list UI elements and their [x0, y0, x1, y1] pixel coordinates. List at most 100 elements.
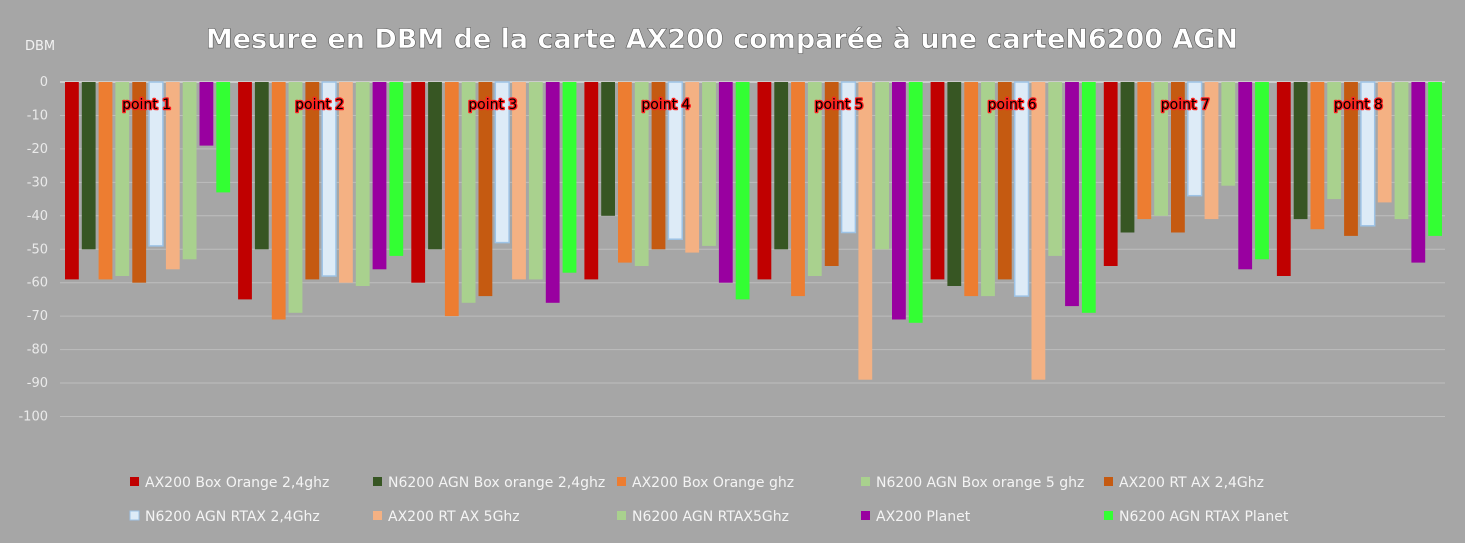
chart-title: Mesure en DBM de la carte AX200 comparée… [206, 24, 1238, 55]
bar [372, 82, 387, 270]
bar [1065, 82, 1079, 307]
bar [199, 82, 214, 146]
bar [1428, 82, 1442, 236]
bar [1344, 82, 1358, 236]
bar [634, 82, 649, 266]
bar [997, 82, 1012, 280]
legend-label: N6200 AGN Box orange 5 ghz [876, 475, 1084, 491]
bar [1360, 81, 1376, 227]
bar [478, 82, 493, 297]
bar [1013, 81, 1030, 297]
bar [165, 82, 180, 270]
legend-swatch [129, 510, 140, 521]
bar [65, 82, 79, 280]
y-tick-label: -20 [27, 142, 48, 157]
bar [1411, 82, 1426, 263]
bar [1137, 82, 1152, 220]
legend-swatch [1104, 511, 1113, 520]
bar [562, 82, 577, 273]
legend-label: N6200 AGN RTAX Planet [1119, 509, 1289, 525]
legend-label: N6200 AGN RTAX5Ghz [632, 509, 789, 525]
bar [840, 81, 857, 234]
bar [858, 82, 873, 380]
bar [1031, 82, 1046, 380]
bar [148, 81, 164, 247]
bar [685, 82, 700, 253]
y-tick-label: -60 [27, 276, 48, 291]
bar [1187, 81, 1203, 197]
legend-label: N6200 AGN Box orange 2,4ghz [388, 475, 605, 491]
bar [964, 82, 979, 297]
y-tick-label: -50 [27, 242, 48, 257]
bar [1221, 82, 1236, 186]
y-tick-label: 0 [40, 75, 48, 90]
bar [305, 82, 320, 280]
bar [115, 82, 130, 276]
bar [735, 82, 750, 300]
bar [1171, 82, 1185, 233]
category-labels: point 1 point 2 point 3 point 4 point 5 point… [121, 96, 1384, 115]
bar [667, 81, 683, 240]
bar [81, 82, 96, 250]
category-label: point 7 [1161, 97, 1210, 113]
legend-label: AX200 RT AX 5Ghz [388, 509, 520, 525]
bar [1120, 82, 1135, 233]
y-tick-label: -30 [27, 175, 48, 190]
legend-swatch [617, 477, 626, 486]
bar [512, 82, 526, 280]
bar [718, 82, 733, 283]
bar [1103, 82, 1118, 266]
bar [584, 82, 599, 280]
bar [774, 82, 789, 250]
bar [216, 82, 231, 193]
bar [1276, 82, 1291, 276]
category-label: point 4 [641, 97, 690, 113]
bar [824, 82, 839, 266]
y-tick-label: -40 [27, 209, 48, 224]
bar [254, 82, 269, 250]
legend-label: AX200 Box Orange ghz [632, 475, 794, 491]
bar [1255, 82, 1269, 260]
bar [875, 82, 889, 250]
bar [807, 82, 822, 276]
bar [1048, 82, 1063, 256]
bar [1327, 82, 1342, 200]
bar [411, 82, 426, 283]
category-label: point 3 [468, 97, 517, 113]
bar [702, 82, 716, 246]
y-tick-label: -10 [27, 108, 48, 123]
bar [1394, 82, 1409, 220]
bar [1081, 82, 1096, 313]
bar [1154, 82, 1168, 216]
bar [494, 81, 510, 244]
bar [1377, 82, 1392, 203]
legend-label: AX200 Planet [876, 509, 971, 525]
category-label: point 6 [988, 97, 1037, 113]
legend-swatch [373, 511, 382, 520]
legend-label: N6200 AGN RTAX 2,4Ghz [145, 509, 320, 525]
legend-swatch [617, 511, 626, 520]
legend-swatch [373, 477, 382, 486]
bar [288, 82, 303, 313]
bar [908, 82, 923, 323]
bar [238, 82, 252, 300]
bar [271, 82, 286, 320]
y-tick-label: -80 [27, 343, 48, 358]
legend-label: AX200 Box Orange 2,4ghz [145, 475, 329, 491]
bar [1293, 82, 1308, 220]
bar [389, 82, 404, 256]
bar [545, 82, 560, 303]
bar [428, 82, 442, 250]
category-label: point 1 [122, 97, 171, 113]
bar [1238, 82, 1253, 270]
legend-swatch [861, 477, 870, 486]
bar [355, 82, 370, 286]
bar [757, 82, 772, 280]
legend-label: AX200 RT AX 2,4Ghz [1119, 475, 1264, 491]
category-label: point 8 [1334, 97, 1383, 113]
legend-swatch [861, 511, 870, 520]
legend: AX200 Box Orange 2,4ghz N6200 AGN Box ora… [129, 475, 1289, 525]
bar [791, 82, 805, 297]
